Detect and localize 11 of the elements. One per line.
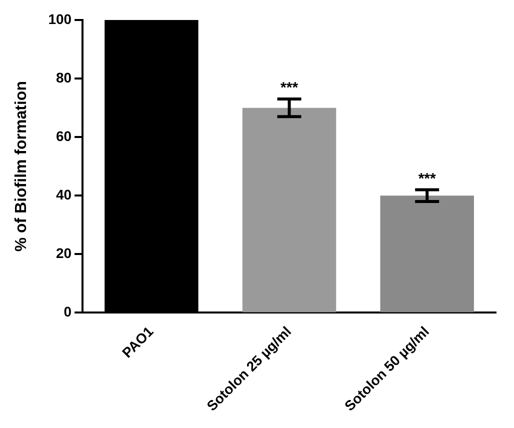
y-tick-label: 100: [48, 10, 72, 27]
annotation: ***: [280, 80, 298, 97]
annotation: ***: [418, 170, 436, 188]
y-tick-label: 80: [56, 69, 72, 86]
y-tick-label: 0: [64, 304, 72, 320]
y-tick-label: 40: [56, 186, 72, 202]
bar: [242, 108, 336, 312]
y-tick-label: 20: [56, 245, 72, 262]
y-tick-label: 60: [56, 128, 72, 144]
bar: [380, 196, 474, 312]
y-axis-title: % of Biofilm formation: [13, 81, 30, 252]
